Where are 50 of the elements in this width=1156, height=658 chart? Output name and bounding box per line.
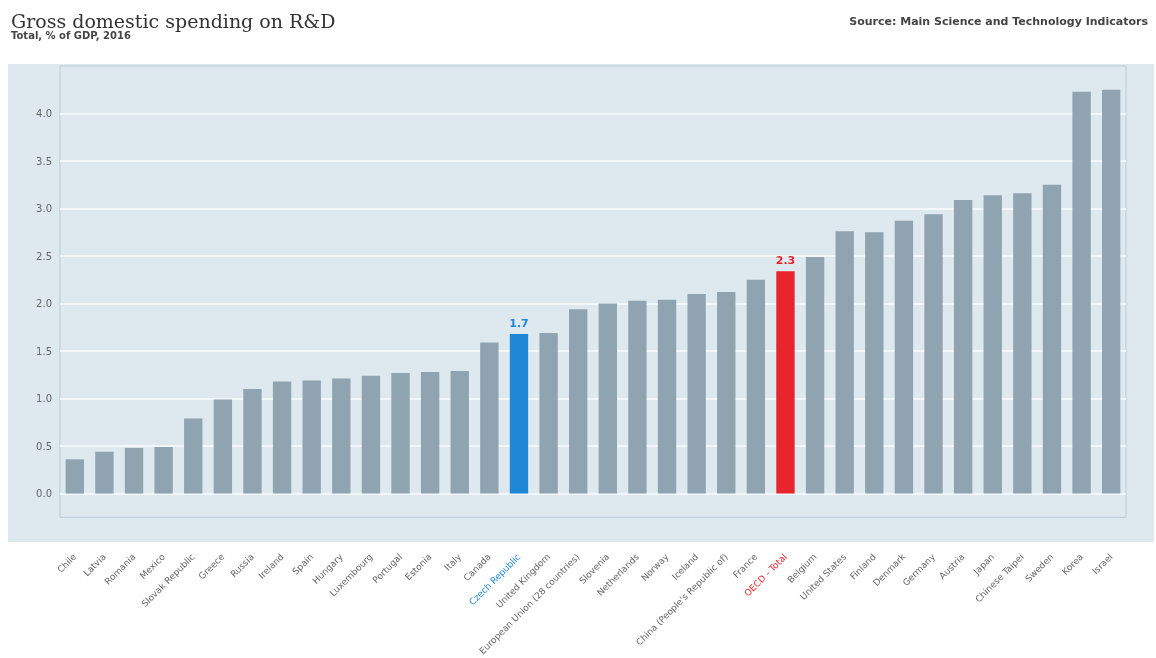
bar — [302, 380, 321, 494]
bar — [124, 447, 144, 494]
bar — [924, 214, 943, 494]
chart-title: Gross domestic spending on R&D — [11, 9, 336, 32]
bar — [835, 231, 854, 494]
chart-subtitle: Total, % of GDP, 2016 — [11, 29, 131, 41]
bar — [805, 256, 825, 494]
bar — [1072, 91, 1091, 494]
bar — [539, 332, 558, 494]
source-note: Source: Main Science and Technology Indicators — [849, 15, 1149, 28]
bar — [450, 370, 469, 494]
y-tick-label: 2.5 — [36, 250, 52, 262]
bar — [332, 378, 351, 494]
bar — [598, 303, 617, 494]
bar — [509, 333, 529, 494]
y-tick-label: 4.0 — [36, 108, 52, 119]
y-tick-label: 1.0 — [36, 393, 52, 405]
bar — [95, 451, 114, 494]
bar — [983, 195, 1002, 494]
y-tick-label: 3.5 — [36, 155, 52, 167]
bar — [1013, 193, 1032, 494]
y-tick-label: 2.0 — [36, 298, 52, 310]
bar — [953, 199, 973, 494]
bar — [628, 300, 647, 494]
y-tick-label: 1.5 — [36, 345, 52, 357]
y-tick-label: 3.0 — [36, 203, 52, 215]
bar — [657, 299, 677, 494]
bar — [272, 381, 292, 494]
y-tick-label: 0.0 — [36, 488, 52, 500]
bar — [746, 279, 766, 494]
bar — [865, 232, 884, 494]
data-label: 2.3 — [775, 254, 796, 268]
bar — [420, 371, 440, 494]
bar — [776, 271, 795, 494]
bar — [65, 459, 84, 494]
data-label: 1.7 — [509, 316, 529, 330]
bar — [569, 309, 588, 494]
bar — [391, 372, 410, 494]
y-tick-label: 0.5 — [36, 440, 52, 452]
bar — [213, 399, 233, 494]
bar — [361, 375, 381, 494]
bar — [184, 418, 203, 494]
bar — [1102, 89, 1121, 494]
bar — [717, 292, 736, 494]
bar — [243, 389, 262, 494]
bar — [1042, 184, 1062, 494]
bar — [154, 446, 173, 494]
bar — [894, 220, 914, 494]
bar — [480, 342, 499, 494]
bar — [687, 294, 706, 494]
